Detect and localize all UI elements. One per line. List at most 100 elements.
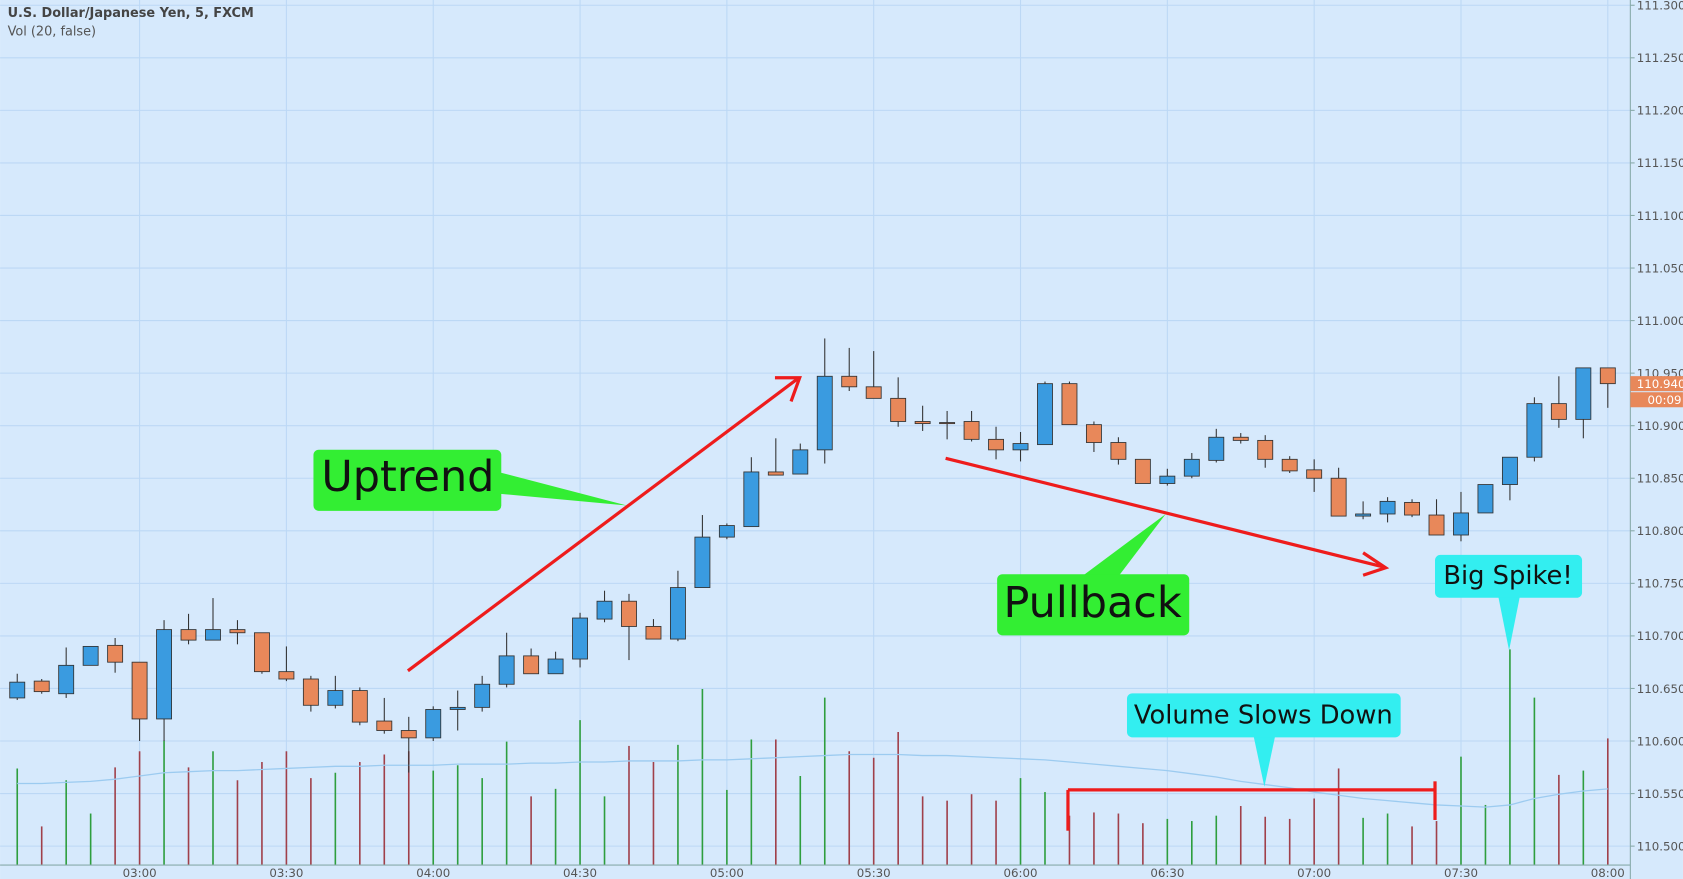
candles (9, 338, 1616, 773)
x-tick-label: 06:00 (1004, 866, 1038, 879)
x-tick-label: 05:00 (710, 866, 744, 879)
candle-body (82, 645, 99, 666)
candle-body (939, 422, 956, 425)
last-price-label: 110.940 (1637, 377, 1683, 391)
candle-body (1477, 484, 1494, 514)
candle-body (963, 421, 980, 440)
candle-body (107, 644, 124, 663)
candle-body (131, 661, 148, 720)
candle-body (1501, 456, 1518, 485)
candle-body (547, 658, 564, 675)
arrow-head (774, 376, 802, 402)
arrow (406, 377, 799, 673)
x-tick-label: 07:30 (1444, 866, 1478, 879)
callout-pointer (1253, 736, 1276, 787)
y-tick-label: 111.300 (1637, 0, 1683, 13)
y-tick-label: 111.100 (1637, 209, 1683, 223)
candle-body (58, 664, 75, 695)
y-tick-label: 110.900 (1637, 419, 1683, 433)
candle-body (816, 375, 833, 451)
candle-body (669, 587, 686, 640)
callout-box (1435, 554, 1583, 598)
candle-body (572, 617, 588, 660)
y-tick-label: 110.850 (1637, 472, 1683, 486)
callout-text: Uptrend (321, 452, 494, 502)
x-tick-label: 03:30 (269, 866, 303, 879)
candle-body (767, 471, 784, 476)
last-price-box (1630, 376, 1683, 392)
candle-body (278, 671, 295, 680)
y-tick-label: 110.550 (1637, 787, 1683, 801)
candle-body (1281, 458, 1298, 472)
candle-body (156, 629, 173, 720)
candle-body (1159, 475, 1176, 484)
candle-body (1134, 458, 1151, 484)
countdown-label: 00:09 (1648, 393, 1682, 407)
candle-body (1110, 442, 1127, 460)
candle-body (1061, 383, 1078, 426)
candle-body (1526, 403, 1543, 458)
candle-body (302, 678, 319, 706)
volume-ma-line (17, 753, 1608, 808)
callout-text: Pullback (1004, 578, 1182, 628)
y-tick-label: 110.750 (1637, 577, 1683, 591)
y-tick-label: 111.050 (1637, 261, 1683, 275)
candle-body (1012, 443, 1029, 451)
candle-body (988, 438, 1004, 451)
candle-body (1599, 367, 1616, 385)
callout-pointer (1081, 514, 1166, 577)
callout-text: Volume Slows Down (1134, 700, 1393, 730)
grid (0, 0, 1631, 866)
callout-box (313, 449, 502, 511)
axes: 110.500 110.550 110.600 110.650 110.700 110.7… (123, 0, 1683, 879)
arrow (945, 456, 1383, 569)
annotation-uptrend: Uptrend (313, 376, 802, 673)
y-tick-label: 110.700 (1637, 629, 1683, 643)
y-tick-label: 111.000 (1637, 314, 1683, 328)
y-tick-label: 111.200 (1637, 104, 1683, 118)
chart-title: U.S. Dollar/Japanese Yen, 5, FXCM (8, 6, 254, 21)
candle-body (1453, 512, 1469, 536)
candle-body (596, 600, 613, 620)
x-tick-label: 08:00 (1591, 866, 1625, 879)
candle-body (1183, 458, 1200, 477)
arrow-head (1362, 551, 1390, 577)
candle-body (865, 386, 882, 399)
callout-pointer (1498, 596, 1520, 651)
candle-body (718, 525, 735, 538)
annotation-pullback: Pullback (945, 456, 1390, 636)
x-tick-label: 04:00 (416, 866, 450, 879)
callout-box (997, 574, 1190, 636)
callout-text: Big Spike! (1443, 561, 1572, 591)
candle-body (914, 421, 931, 425)
y-tick-label: 110.800 (1637, 524, 1683, 538)
candle-body (645, 626, 662, 640)
y-tick-label: 111.150 (1637, 156, 1683, 170)
candle-body (743, 471, 760, 528)
candle-body (1575, 367, 1592, 420)
candle-body (1330, 477, 1347, 517)
candle-body (498, 655, 515, 685)
candle-body (449, 706, 466, 710)
x-tick-label: 05:30 (857, 866, 891, 879)
candle-body (400, 730, 417, 739)
candle-body (523, 655, 540, 675)
candle-body (33, 680, 50, 693)
candle-body (621, 600, 637, 627)
callout-box (1126, 693, 1401, 738)
annotation-volume: Volume Slows Down (1066, 693, 1437, 831)
candle-body (890, 397, 907, 422)
candle-body (1404, 501, 1420, 516)
last-price-marker: 110.940 00:09 (1630, 376, 1683, 408)
candle-body (1379, 500, 1396, 515)
candle-body (253, 632, 270, 673)
candle-body (205, 629, 221, 641)
candle-body (1232, 436, 1249, 441)
candle-body (376, 720, 393, 731)
candle-body (1037, 383, 1053, 446)
candle-body (180, 629, 197, 641)
y-tick-label: 110.600 (1637, 734, 1683, 748)
y-tick-label: 110.500 (1637, 839, 1683, 853)
candle-body (327, 690, 344, 706)
